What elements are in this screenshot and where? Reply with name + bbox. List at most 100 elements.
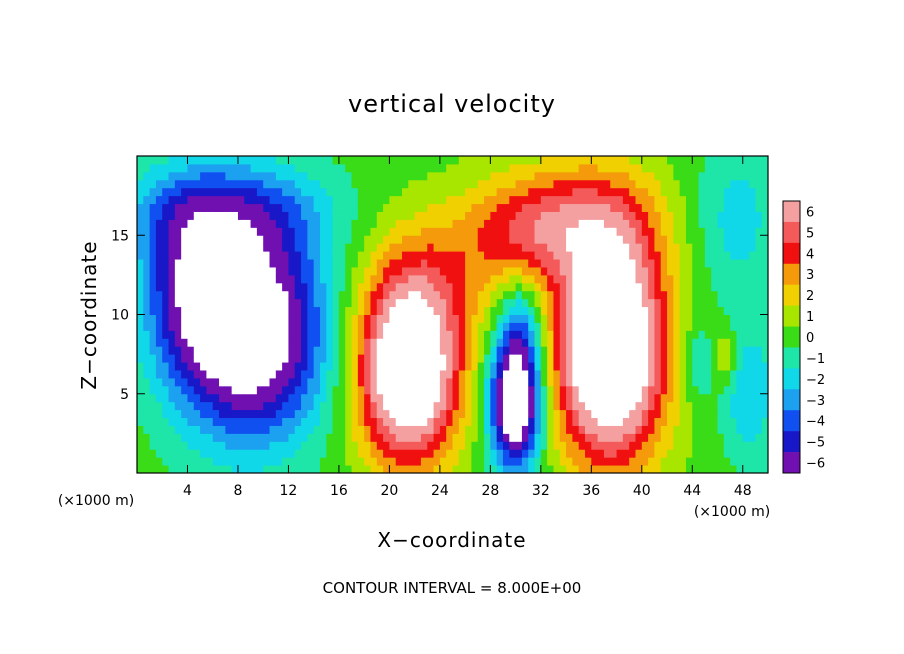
heatmap-cell xyxy=(496,401,504,411)
heatmap-cell xyxy=(319,266,327,276)
heatmap-cell xyxy=(717,457,725,466)
heatmap-cell xyxy=(206,465,214,474)
heatmap-cell xyxy=(439,433,447,442)
heatmap-cell xyxy=(622,298,630,308)
heatmap-cell xyxy=(206,187,214,197)
heatmap-cell xyxy=(484,290,491,300)
heatmap-cell xyxy=(755,457,763,466)
heatmap-cell xyxy=(420,330,428,339)
heatmap-cell xyxy=(711,338,719,347)
heatmap-cell xyxy=(641,203,649,212)
heatmap-cell xyxy=(168,322,176,331)
heatmap-cell xyxy=(534,449,542,458)
heatmap-cell xyxy=(641,417,649,426)
heatmap-cell xyxy=(616,425,624,434)
heatmap-cell xyxy=(641,163,649,173)
heatmap-cell xyxy=(301,338,308,347)
heatmap-cell xyxy=(433,377,441,387)
heatmap-cell xyxy=(174,369,182,379)
heatmap-cell xyxy=(155,306,163,316)
heatmap-cell xyxy=(206,179,214,189)
heatmap-cell xyxy=(225,306,233,316)
heatmap-cell xyxy=(622,362,630,371)
heatmap-cell xyxy=(515,179,523,189)
heatmap-cell xyxy=(263,401,271,411)
heatmap-cell xyxy=(332,346,340,355)
heatmap-cell xyxy=(200,274,207,284)
heatmap-cell xyxy=(200,369,207,379)
heatmap-cell xyxy=(288,322,296,331)
heatmap-cell xyxy=(692,354,700,363)
heatmap-cell xyxy=(137,433,144,442)
heatmap-cell xyxy=(465,171,472,181)
heatmap-cell xyxy=(433,314,441,323)
heatmap-cell xyxy=(313,266,321,276)
heatmap-cell xyxy=(711,187,719,197)
heatmap-cell xyxy=(534,314,542,323)
heatmap-cell xyxy=(490,282,498,292)
heatmap-cell xyxy=(698,385,706,395)
heatmap-cell xyxy=(319,156,327,165)
heatmap-cell xyxy=(446,298,453,308)
heatmap-cell xyxy=(704,346,712,355)
heatmap-cell xyxy=(667,203,674,212)
heatmap-cell xyxy=(704,457,712,466)
heatmap-cell xyxy=(326,314,334,323)
heatmap-cell xyxy=(200,171,207,181)
heatmap-cell xyxy=(155,243,163,252)
heatmap-cell xyxy=(162,322,170,331)
heatmap-cell xyxy=(648,409,655,419)
heatmap-cell xyxy=(414,346,422,355)
heatmap-cell xyxy=(219,163,226,173)
heatmap-cell xyxy=(484,251,491,260)
heatmap-cell xyxy=(200,314,207,323)
heatmap-cell xyxy=(301,211,308,220)
heatmap-cell xyxy=(155,259,163,268)
heatmap-cell xyxy=(402,251,409,260)
heatmap-cell xyxy=(446,465,453,474)
heatmap-cell xyxy=(326,433,334,442)
heatmap-cell xyxy=(610,354,618,363)
heatmap-cell xyxy=(307,385,315,395)
heatmap-cell xyxy=(559,409,567,419)
heatmap-cell xyxy=(193,266,201,276)
heatmap-cell xyxy=(616,219,624,228)
heatmap-cell xyxy=(616,259,624,268)
heatmap-cell xyxy=(616,235,624,244)
heatmap-cell xyxy=(496,203,504,212)
heatmap-cell xyxy=(622,433,630,442)
heatmap-cell xyxy=(502,425,510,434)
heatmap-cell xyxy=(263,409,271,419)
heatmap-cell xyxy=(313,330,321,339)
heatmap-cell xyxy=(269,211,277,220)
heatmap-cell xyxy=(313,227,321,236)
heatmap-cell xyxy=(332,465,340,474)
heatmap-cell xyxy=(484,203,491,212)
heatmap-cell xyxy=(206,195,214,205)
heatmap-cell xyxy=(420,171,428,181)
heatmap-cell xyxy=(294,163,302,173)
heatmap-cell xyxy=(427,171,435,181)
heatmap-cell xyxy=(698,219,706,228)
heatmap-cell xyxy=(761,457,769,466)
heatmap-cell xyxy=(143,274,151,284)
heatmap-cell xyxy=(502,306,510,316)
heatmap-cell xyxy=(149,306,157,316)
heatmap-cell xyxy=(591,465,599,474)
heatmap-cell xyxy=(338,330,346,339)
heatmap-cell xyxy=(433,441,441,450)
heatmap-cell xyxy=(540,195,548,205)
heatmap-cell xyxy=(319,417,327,426)
heatmap-cell xyxy=(547,227,554,236)
heatmap-cell xyxy=(547,322,554,331)
heatmap-cell xyxy=(433,330,441,339)
heatmap-cell xyxy=(376,369,384,379)
heatmap-cell xyxy=(572,377,580,387)
heatmap-cell xyxy=(660,235,668,244)
heatmap-cell xyxy=(622,314,630,323)
heatmap-cell xyxy=(414,393,422,403)
heatmap-cell xyxy=(471,330,479,339)
heatmap-cell xyxy=(654,354,662,363)
heatmap-cell xyxy=(603,243,611,252)
heatmap-cell xyxy=(376,290,384,300)
